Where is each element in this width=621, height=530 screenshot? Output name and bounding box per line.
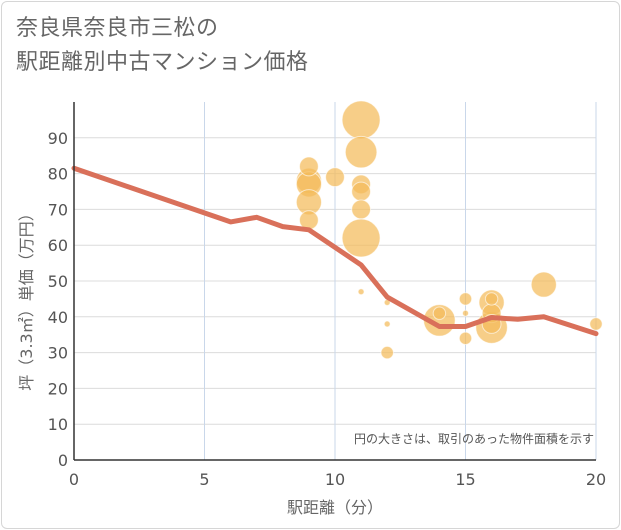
- bubble-point: [351, 181, 372, 202]
- bubble-point: [589, 317, 603, 331]
- bubble-size-note: 円の大きさは、取引のあった物件面積を示す: [354, 431, 594, 446]
- bubble-point: [299, 156, 319, 177]
- bubble-point: [351, 199, 372, 220]
- y-tick-label: 70: [48, 200, 68, 219]
- y-tick-label: 20: [48, 379, 68, 398]
- bubble-point: [341, 100, 381, 140]
- trend-line: [71, 165, 599, 337]
- bubble-point: [383, 320, 391, 328]
- bubble-point: [432, 306, 447, 320]
- bubble-point: [462, 309, 469, 317]
- y-tick-label: 80: [48, 165, 68, 184]
- x-tick-label: 0: [69, 470, 79, 489]
- y-tick-label: 40: [48, 308, 68, 327]
- grid: [74, 102, 597, 460]
- x-tick-label: 5: [199, 470, 209, 489]
- x-tick-label: 20: [586, 470, 606, 489]
- chart-title-line1: 奈良県奈良市三松の: [16, 16, 219, 41]
- bubble-point: [530, 271, 557, 298]
- axes: 0 10 20 30 40 50 60 70 80 90 0 5 10 15 20: [48, 102, 606, 489]
- y-tick-label: 10: [48, 415, 68, 434]
- bubble-point: [484, 292, 499, 306]
- bubble-point: [344, 135, 378, 169]
- y-tick-label: 0: [58, 451, 68, 470]
- chart-title-line2: 駅距離別中古マンション価格: [16, 50, 309, 75]
- x-axis-label: 駅距離（分）: [287, 498, 383, 517]
- bubble-point: [380, 345, 394, 360]
- y-tick-label: 60: [48, 236, 68, 255]
- y-tick-label: 30: [48, 344, 68, 363]
- bubble-point: [458, 292, 473, 306]
- bubble-point: [357, 288, 365, 296]
- bubbles: [295, 100, 603, 360]
- x-tick-label: 15: [455, 470, 475, 489]
- bubble-point: [458, 331, 473, 345]
- bubble-point: [325, 167, 345, 188]
- chart-title: 奈良県奈良市三松の 駅距離別中古マンション価格: [16, 12, 309, 80]
- y-axis-label: 坪（3.3㎡）単価（万円）: [17, 205, 36, 390]
- x-tick-label: 10: [325, 470, 345, 489]
- trend-line-group: [71, 165, 599, 337]
- y-tick-label: 50: [48, 272, 68, 291]
- y-tick-label: 90: [48, 129, 68, 148]
- bubble-point: [341, 218, 381, 258]
